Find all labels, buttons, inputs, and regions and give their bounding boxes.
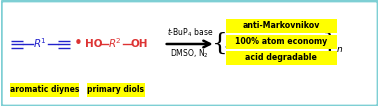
Text: {: { — [212, 31, 228, 54]
FancyBboxPatch shape — [226, 50, 337, 64]
Text: $\mathit{R}^{1}$: $\mathit{R}^{1}$ — [33, 36, 47, 50]
Text: }: } — [322, 31, 338, 54]
Text: anti-Markovnikov: anti-Markovnikov — [243, 21, 320, 30]
FancyBboxPatch shape — [226, 19, 337, 33]
FancyBboxPatch shape — [226, 34, 337, 49]
Text: primary diols: primary diols — [87, 85, 144, 94]
Text: $\mathit{R}^{2}$: $\mathit{R}^{2}$ — [300, 37, 313, 49]
Text: $\mathit{t}$-BuP$_4$ base: $\mathit{t}$-BuP$_4$ base — [167, 26, 213, 39]
Text: aromatic diynes: aromatic diynes — [9, 85, 79, 94]
Text: •: • — [74, 36, 82, 52]
Text: OH: OH — [131, 39, 149, 49]
Text: acid degradable: acid degradable — [245, 53, 317, 62]
Text: $\mathit{R}^{1}$: $\mathit{R}^{1}$ — [253, 37, 265, 49]
Text: O: O — [285, 39, 294, 49]
Text: $\mathit{n}$: $\mathit{n}$ — [336, 45, 343, 54]
FancyBboxPatch shape — [87, 82, 146, 96]
Text: HO: HO — [85, 39, 102, 49]
Text: O: O — [321, 39, 330, 49]
FancyBboxPatch shape — [10, 82, 79, 96]
Text: DMSO, N$_2$: DMSO, N$_2$ — [170, 48, 209, 61]
Text: $\mathit{R}^{2}$: $\mathit{R}^{2}$ — [108, 36, 122, 50]
Text: 100% atom economy: 100% atom economy — [235, 37, 327, 46]
